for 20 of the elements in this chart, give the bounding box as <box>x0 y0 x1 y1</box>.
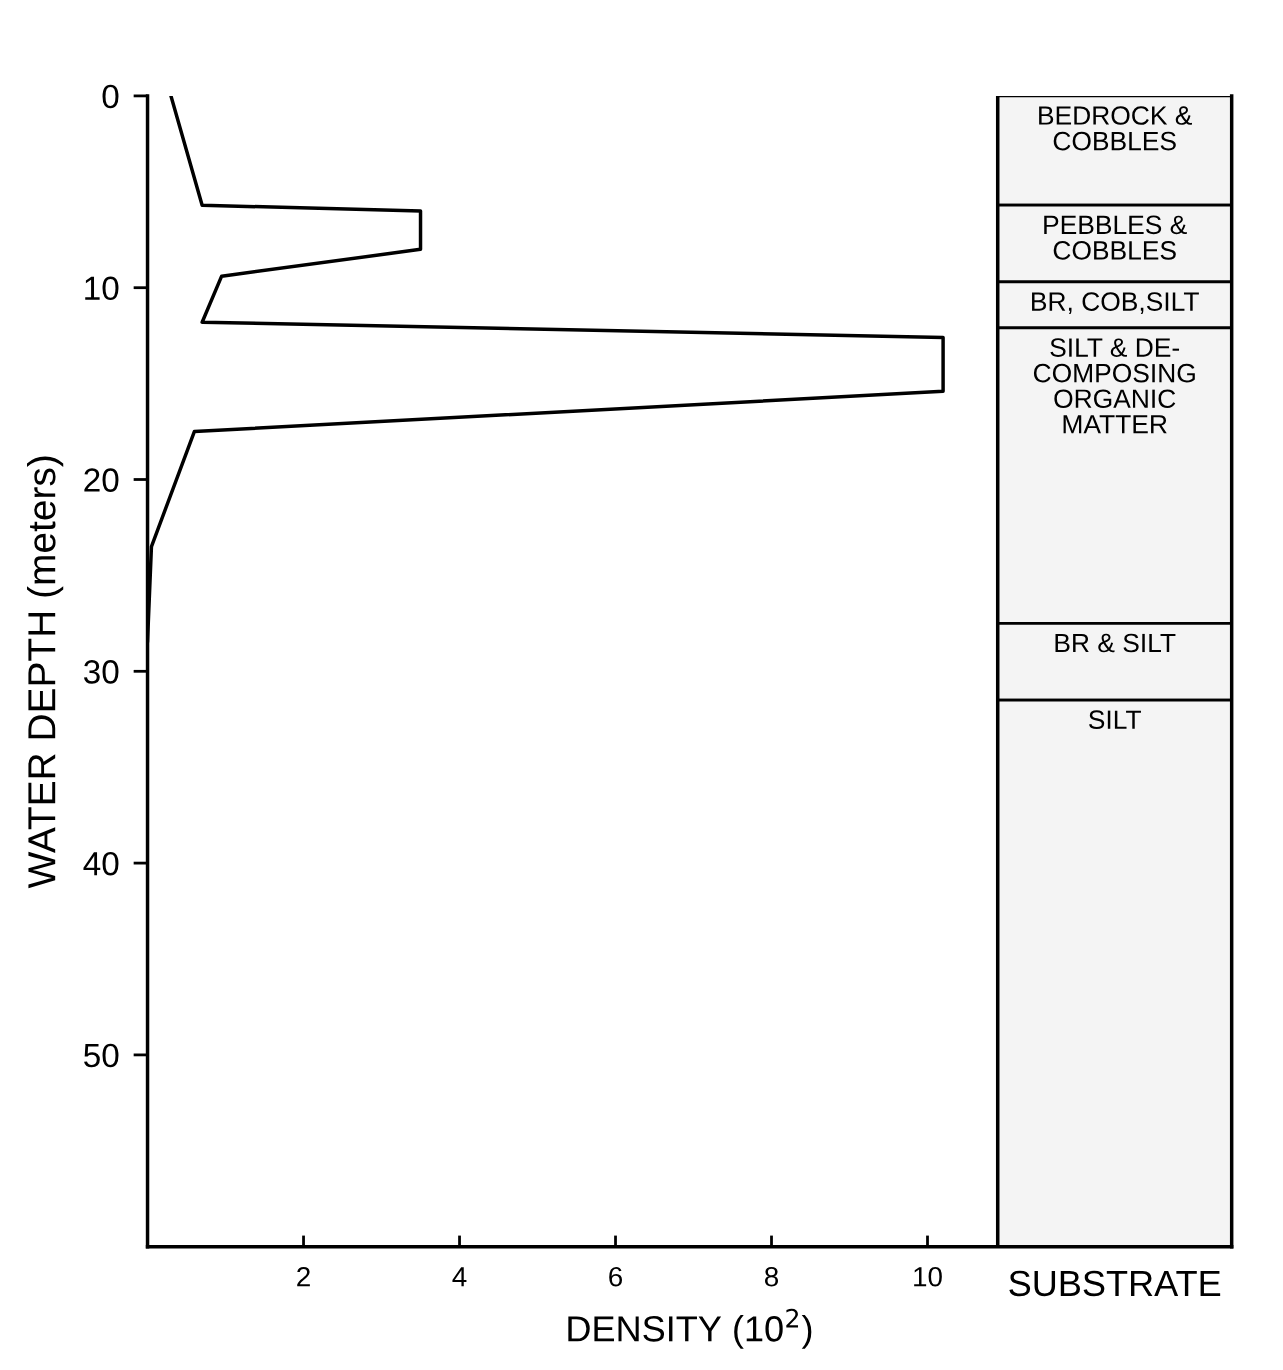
y-tick-label: 30 <box>83 660 119 684</box>
y-tick-label: 40 <box>83 851 119 876</box>
y-tick-label: 50 <box>84 1043 119 1068</box>
x-tick-label: 2 <box>297 1266 310 1287</box>
y-tick-label: 0 <box>102 84 119 109</box>
band-label: BR & SILT <box>1055 633 1176 653</box>
band-label: SILT & DE- COMPOSING ORGANIC MATTER <box>1033 338 1195 434</box>
band-label: BEDROCK & COBBLES <box>1039 106 1192 151</box>
x-tick-label: 6 <box>609 1266 623 1287</box>
y-axis-title: WATER DEPTH (meters) <box>27 456 64 889</box>
y-tick-label: 20 <box>84 468 119 492</box>
band-label: SILT <box>1089 710 1141 730</box>
band-label: BR, COB,SILT <box>1032 292 1199 315</box>
x-tick-label: 8 <box>764 1266 779 1287</box>
x-tick-label: 10 <box>914 1266 942 1287</box>
x-axis-title: DENSITY (10$^{2}$) <box>568 1308 812 1349</box>
y-tick-label: 10 <box>85 276 119 301</box>
x-tick-label: 4 <box>452 1267 467 1287</box>
band-label: PEBBLES & COBBLES <box>1044 215 1187 260</box>
text: SUBSTRATE <box>1009 1270 1221 1297</box>
